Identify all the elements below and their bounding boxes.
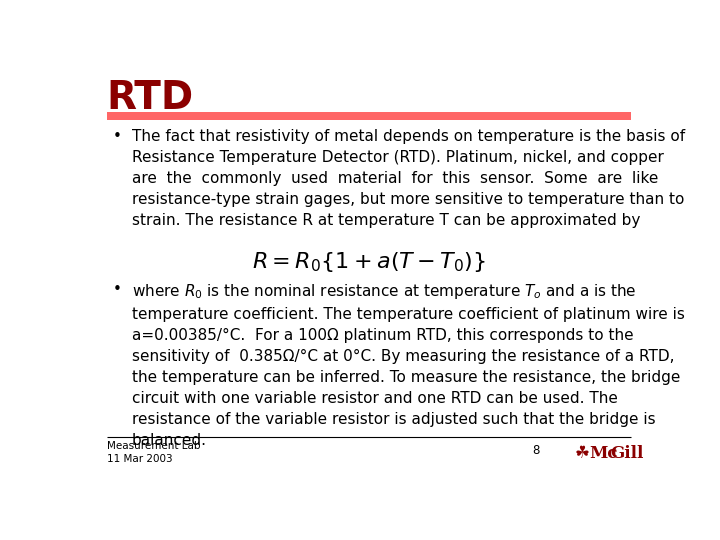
Text: ☘: ☘ bbox=[575, 444, 589, 462]
Text: where $R_0$ is the nominal resistance at temperature $T_o$ and a is the
temperat: where $R_0$ is the nominal resistance at… bbox=[132, 282, 685, 448]
Text: The fact that resistivity of metal depends on temperature is the basis of
Resist: The fact that resistivity of metal depen… bbox=[132, 129, 685, 228]
Text: Mc: Mc bbox=[590, 446, 618, 462]
Text: Measurement Lab
11 Mar 2003: Measurement Lab 11 Mar 2003 bbox=[107, 441, 200, 464]
Text: RTD: RTD bbox=[107, 79, 194, 117]
FancyBboxPatch shape bbox=[107, 112, 631, 120]
Text: $R = R_0\{1 + a(T - T_0)\}$: $R = R_0\{1 + a(T - T_0)\}$ bbox=[252, 250, 486, 274]
Text: Gill: Gill bbox=[610, 446, 644, 462]
Text: •: • bbox=[112, 129, 121, 144]
Text: 8: 8 bbox=[533, 444, 540, 457]
Text: •: • bbox=[112, 282, 121, 297]
